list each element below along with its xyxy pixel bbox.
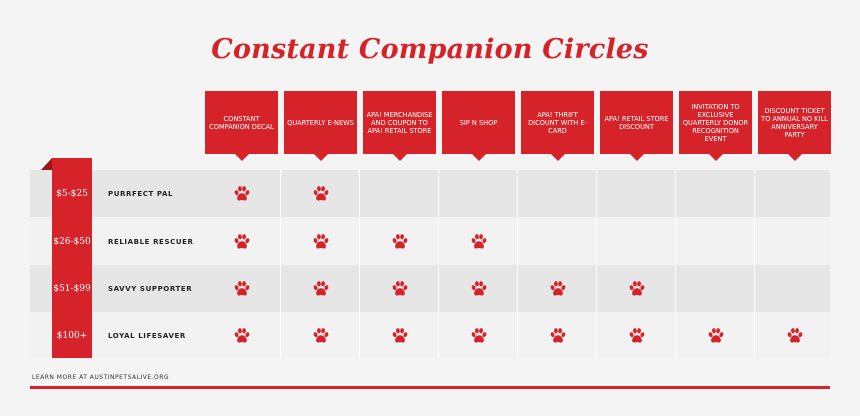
paw-print-icon xyxy=(312,327,330,345)
cell-divider xyxy=(675,170,676,217)
cell-divider xyxy=(675,218,676,265)
paw-print-icon xyxy=(470,280,488,298)
paw-print-icon xyxy=(628,280,646,298)
benefit-header-enews: QUARTERLY E-NEWS xyxy=(284,91,357,161)
cell-divider xyxy=(517,265,518,312)
benefit-header-anniversary-party: DISCOUNT TICKET TO ANNUAL NO KILL ANNIVE… xyxy=(758,91,831,161)
paw-print-icon xyxy=(233,280,251,298)
cell-divider xyxy=(675,265,676,312)
cell-divider xyxy=(280,265,281,312)
tier-price: $51-$99 xyxy=(53,283,91,294)
cell-divider xyxy=(438,312,439,359)
cell-divider xyxy=(675,312,676,359)
cell-divider xyxy=(754,170,755,217)
tier-name: RELIABLE RESCUER xyxy=(108,237,194,246)
cell-divider xyxy=(359,218,360,265)
cell-divider xyxy=(359,312,360,359)
tier-band xyxy=(52,170,92,358)
paw-print-icon xyxy=(549,327,567,345)
paw-print-icon xyxy=(312,280,330,298)
benefit-header-sip-n-shop: SIP N SHOP xyxy=(442,91,515,161)
benefit-header-decal: CONSTANT COMPANION DECAL xyxy=(205,91,278,161)
cell-divider xyxy=(754,218,755,265)
tier-name: SAVVY SUPPORTER xyxy=(108,284,193,293)
paw-print-icon xyxy=(470,233,488,251)
cell-divider xyxy=(596,218,597,265)
cell-divider xyxy=(280,312,281,359)
paw-print-icon xyxy=(391,327,409,345)
benefit-header-merchandise: APA! MERCHANDISE AND COUPON TO APA! RETA… xyxy=(363,91,436,161)
cell-divider xyxy=(438,218,439,265)
paw-print-icon xyxy=(628,327,646,345)
benefit-header-recognition-event: INVITATION TO EXCLUSIVE QUARTERLY DONOR … xyxy=(679,91,752,161)
paw-print-icon xyxy=(233,233,251,251)
benefit-header-retail-discount: APA! RETAIL STORE DISCOUNT xyxy=(600,91,673,161)
cell-divider xyxy=(438,265,439,312)
cell-divider xyxy=(280,170,281,217)
cell-divider xyxy=(596,170,597,217)
cell-divider xyxy=(754,312,755,359)
table-row xyxy=(30,312,830,359)
paw-print-icon xyxy=(549,280,567,298)
tier-price: $100+ xyxy=(56,330,88,341)
cell-divider xyxy=(359,170,360,217)
paw-print-icon xyxy=(233,327,251,345)
cell-divider xyxy=(438,170,439,217)
tier-name: PURRFECT PAL xyxy=(108,189,174,198)
paw-print-icon xyxy=(470,327,488,345)
cell-divider xyxy=(517,170,518,217)
tier-price: $26-$50 xyxy=(53,236,91,247)
paw-print-icon xyxy=(233,185,251,203)
paw-print-icon xyxy=(786,327,804,345)
paw-print-icon xyxy=(391,233,409,251)
tier-band-fold xyxy=(41,158,52,170)
tier-name: LOYAL LIFESAVER xyxy=(108,331,186,340)
page-title: Constant Companion Circles xyxy=(211,34,649,65)
cell-divider xyxy=(596,265,597,312)
tier-price: $5-$25 xyxy=(56,188,88,199)
paw-print-icon xyxy=(391,280,409,298)
cell-divider xyxy=(754,265,755,312)
cell-divider xyxy=(280,218,281,265)
tier-band-top xyxy=(52,158,92,172)
table-row xyxy=(30,265,830,312)
paw-print-icon xyxy=(312,185,330,203)
footer-rule xyxy=(30,386,830,389)
cell-divider xyxy=(517,218,518,265)
cell-divider xyxy=(359,265,360,312)
table-row xyxy=(30,170,830,217)
cell-divider xyxy=(596,312,597,359)
table-row xyxy=(30,218,830,265)
paw-print-icon xyxy=(707,327,725,345)
cell-divider xyxy=(517,312,518,359)
footer-link-text[interactable]: LEARN MORE AT AUSTINPETSALIVE.ORG xyxy=(32,374,170,381)
paw-print-icon xyxy=(312,233,330,251)
benefit-header-thrift-discount: APA! THRIFT DICOUNT WITH E-CARD xyxy=(521,91,594,161)
